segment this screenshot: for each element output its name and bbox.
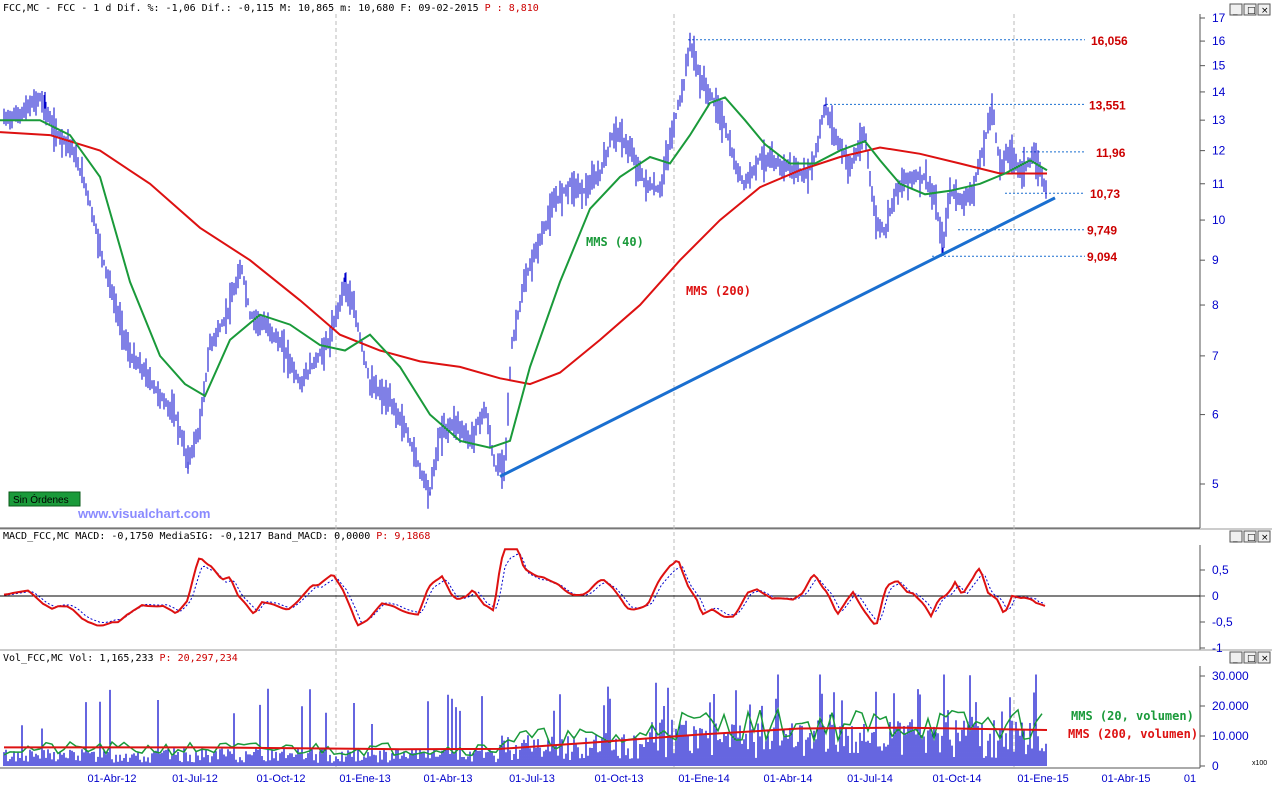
vol-mms20-label: MMS (20, volumen) (1071, 709, 1194, 723)
maximize-button[interactable]: □ (1243, 3, 1257, 16)
volume-header: Vol_FCC,MC Vol: 1,165,233 P: 20,297,234 (3, 653, 238, 664)
macd-tick-label: 0 (1212, 589, 1219, 603)
minimize-icon: _ (1232, 654, 1238, 664)
macd-tick-label: -0,5 (1212, 615, 1233, 629)
close-button[interactable]: × (1257, 3, 1271, 16)
price-tick-label: 9 (1212, 253, 1219, 267)
minimize-icon: _ (1232, 533, 1238, 543)
date-tick-label: 01-Abr-12 (88, 773, 137, 785)
date-tick-label: 01-Jul-14 (847, 773, 893, 785)
level-label: 16,056 (1091, 34, 1128, 48)
price-bars (3, 32, 1047, 509)
date-tick-label: 01 (1184, 773, 1196, 785)
date-tick-label: 01-Oct-13 (595, 773, 644, 785)
price-series (3, 32, 1047, 509)
minimize-button[interactable]: _ (1229, 651, 1243, 664)
price-tick-label: 8 (1212, 298, 1219, 312)
price-tick-label: 16 (1212, 34, 1226, 48)
minimize-button[interactable]: _ (1229, 3, 1243, 16)
macd-tick-label: 0,5 (1212, 563, 1229, 577)
maximize-button[interactable]: □ (1243, 530, 1257, 543)
close-icon: × (1261, 654, 1269, 664)
close-button[interactable]: × (1257, 651, 1271, 664)
volume-tick-label: 0 (1212, 759, 1219, 773)
svg-text:Sin Órdenes: Sin Órdenes (13, 493, 69, 506)
close-button[interactable]: × (1257, 530, 1271, 543)
level-label: 11,96 (1096, 146, 1126, 160)
date-tick-label: 01-Jul-13 (509, 773, 555, 785)
macd-line (3, 548, 1046, 627)
date-tick-label: 01-Ene-13 (339, 773, 390, 785)
date-axis: 01-Abr-12 01-Jul-12 01-Oct-12 01-Ene-13 01-A… (88, 773, 1197, 785)
level-label: 10,73 (1090, 187, 1120, 201)
price-tick-label: 12 (1212, 144, 1226, 158)
macd-axis: 0,5 0 -0,5 -1 (1200, 563, 1233, 655)
volume-tick-label: 20.000 (1212, 699, 1249, 713)
date-tick-label: 01-Ene-14 (678, 773, 729, 785)
level-label: 9,094 (1087, 250, 1117, 264)
price-tick-label: 13 (1212, 113, 1226, 127)
price-tick-label: 6 (1212, 408, 1219, 422)
volume-tick-label: 30.000 (1212, 669, 1249, 683)
price-levels: 16,056 13,551 11,96 10,73 9,749 9,094 (688, 34, 1128, 264)
volume-scale-unit: x100 (1252, 760, 1267, 767)
date-tick-label: 01-Jul-12 (172, 773, 218, 785)
year-separators (335, 14, 1015, 768)
level-label: 13,551 (1089, 98, 1126, 112)
date-tick-label: 01-Abr-13 (424, 773, 473, 785)
volume-tick-label: 10.000 (1212, 729, 1249, 743)
price-axis: 17 16 15 14 13 12 11 10 9 8 7 6 5 (1200, 11, 1226, 491)
trendline (499, 196, 1056, 478)
price-tick-label: 15 (1212, 59, 1226, 73)
volume-axis: 30.000 20.000 10.000 0 (1200, 669, 1249, 773)
price-tick-label: 10 (1212, 213, 1226, 227)
price-tick-label: 11 (1212, 177, 1225, 191)
maximize-button[interactable]: □ (1243, 651, 1257, 664)
date-tick-label: 01-Oct-12 (257, 773, 306, 785)
date-tick-label: 01-Abr-15 (1102, 773, 1151, 785)
vol-mms200-label: MMS (200, volumen) (1068, 727, 1198, 741)
window-buttons: _ □ × _ □ × _ □ × (1229, 3, 1271, 664)
mms40-line (0, 96, 1048, 449)
price-tick-label: 14 (1212, 85, 1226, 99)
mms40-label: MMS (40) (586, 235, 644, 249)
date-tick-label: 01-Abr-14 (764, 773, 813, 785)
sin-ordenes-badge[interactable]: Sin Órdenes (8, 491, 81, 507)
maximize-icon: □ (1247, 654, 1256, 664)
price-tick-label: 17 (1212, 11, 1226, 25)
macd-signal-line (3, 553, 1046, 624)
price-tick-label: 7 (1212, 349, 1219, 363)
price-header: FCC,MC - FCC - 1 d Dif. %: -1,06 Dif.: -… (3, 3, 539, 14)
mms200-label: MMS (200) (686, 284, 751, 298)
level-label: 9,749 (1087, 224, 1117, 238)
maximize-icon: □ (1247, 6, 1256, 16)
volume-bars (3, 674, 1047, 766)
macd-header: MACD_FCC,MC MACD: -0,1750 MediaSIG: -0,1… (3, 531, 430, 542)
date-tick-label: 01-Ene-15 (1017, 773, 1068, 785)
close-icon: × (1261, 6, 1269, 16)
macd-tick-label: -1 (1212, 641, 1223, 655)
vol-mms200-line (4, 726, 1048, 751)
mms200-line (0, 131, 1047, 386)
maximize-icon: □ (1247, 533, 1256, 543)
date-tick-label: 01-Oct-14 (933, 773, 982, 785)
minimize-button[interactable]: _ (1229, 530, 1243, 543)
close-icon: × (1261, 533, 1269, 543)
price-tick-label: 5 (1212, 477, 1219, 491)
minimize-icon: _ (1232, 6, 1238, 16)
volume-bar-set (3, 674, 1047, 766)
watermark: www.visualchart.com (77, 506, 210, 521)
